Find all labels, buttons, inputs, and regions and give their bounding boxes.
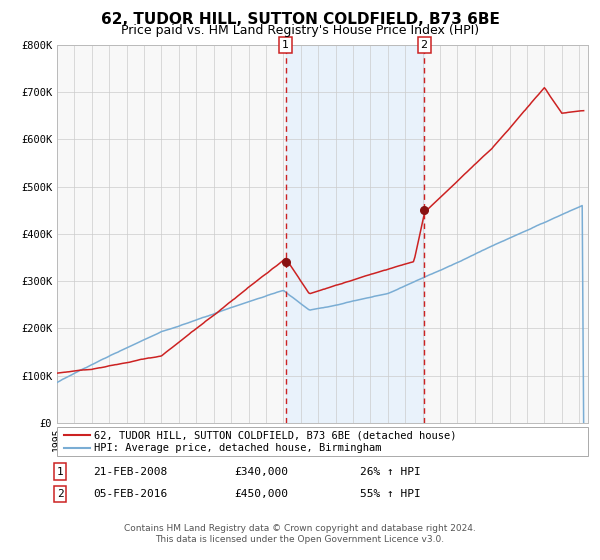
- Text: HPI: Average price, detached house, Birmingham: HPI: Average price, detached house, Birm…: [94, 444, 382, 453]
- Text: 62, TUDOR HILL, SUTTON COLDFIELD, B73 6BE: 62, TUDOR HILL, SUTTON COLDFIELD, B73 6B…: [101, 12, 499, 27]
- Text: 21-FEB-2008: 21-FEB-2008: [93, 466, 167, 477]
- Bar: [286, 45, 424, 423]
- Text: £450,000: £450,000: [234, 489, 288, 499]
- Text: 62, TUDOR HILL, SUTTON COLDFIELD, B73 6BE (detached house): 62, TUDOR HILL, SUTTON COLDFIELD, B73 6B…: [94, 431, 457, 440]
- Text: Contains HM Land Registry data © Crown copyright and database right 2024.: Contains HM Land Registry data © Crown c…: [124, 524, 476, 533]
- Text: 05-FEB-2016: 05-FEB-2016: [93, 489, 167, 499]
- Text: Price paid vs. HM Land Registry's House Price Index (HPI): Price paid vs. HM Land Registry's House …: [121, 24, 479, 37]
- Text: 1: 1: [282, 40, 289, 50]
- Text: 1: 1: [56, 466, 64, 477]
- Text: 2: 2: [421, 40, 428, 50]
- Text: This data is licensed under the Open Government Licence v3.0.: This data is licensed under the Open Gov…: [155, 535, 445, 544]
- Text: 2: 2: [56, 489, 64, 499]
- Text: 55% ↑ HPI: 55% ↑ HPI: [360, 489, 421, 499]
- Text: £340,000: £340,000: [234, 466, 288, 477]
- Text: 26% ↑ HPI: 26% ↑ HPI: [360, 466, 421, 477]
